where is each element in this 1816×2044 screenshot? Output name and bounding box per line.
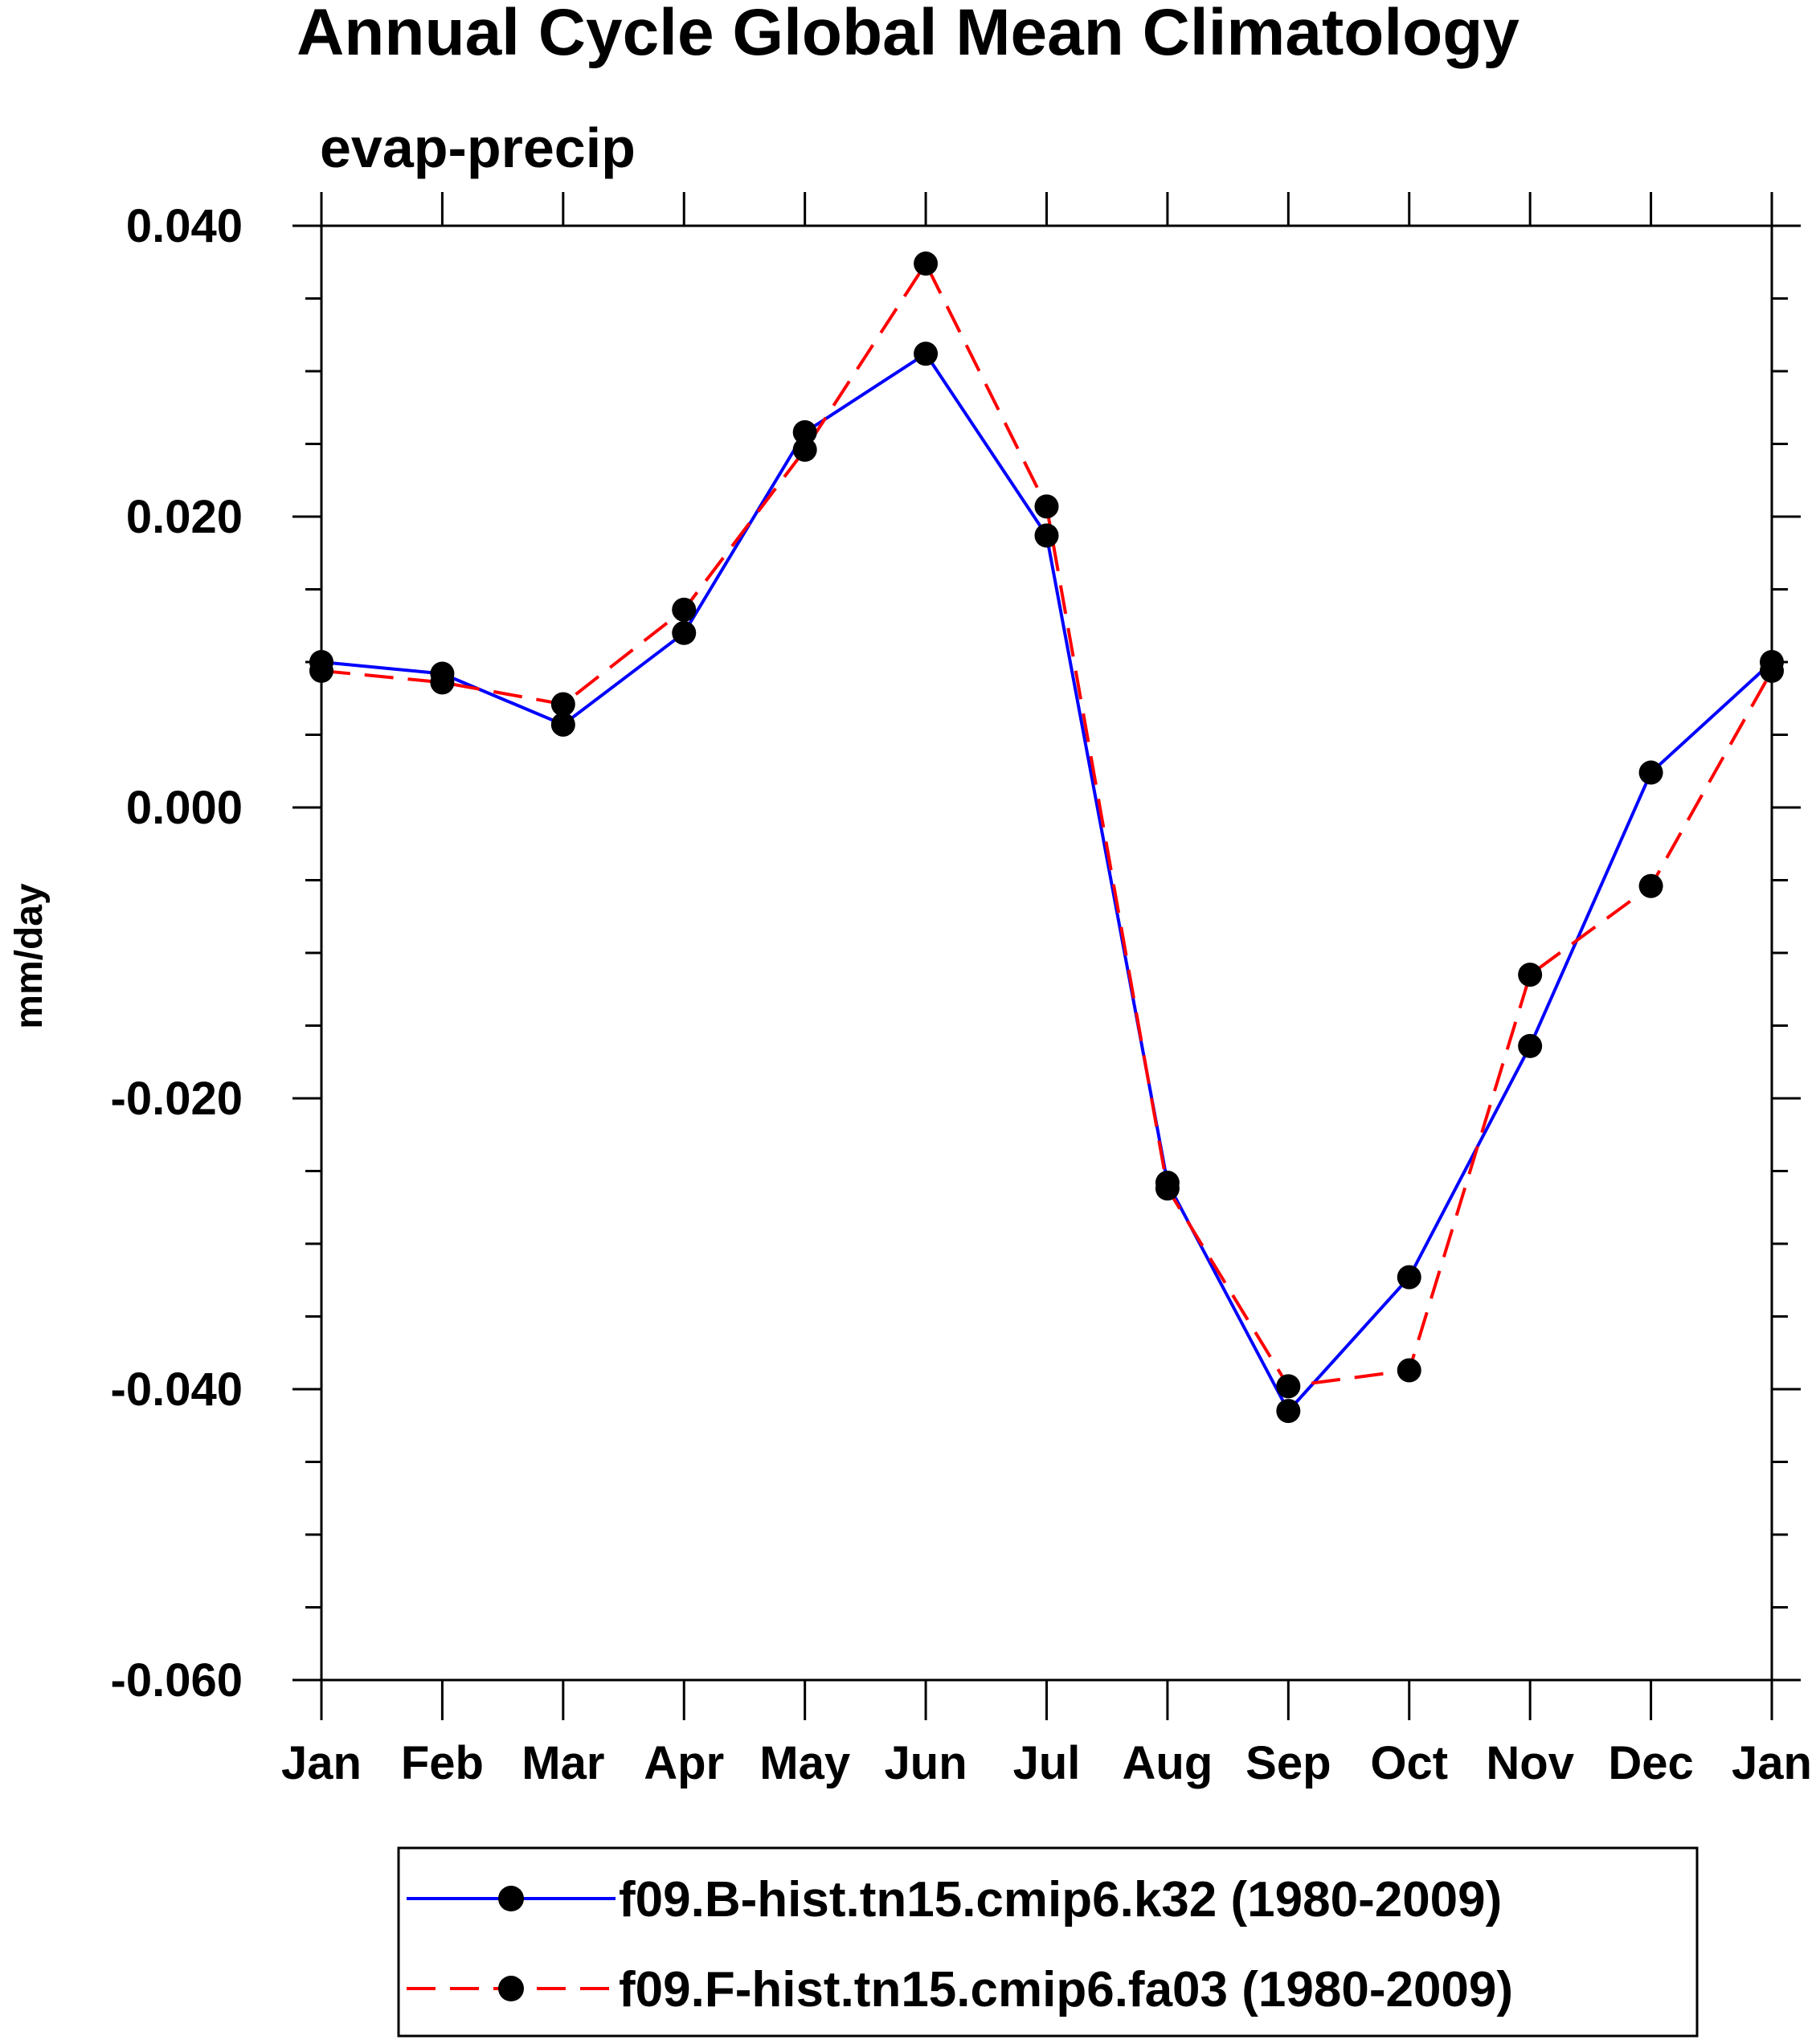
- data-point-series-1: [1518, 1033, 1543, 1058]
- y-tick-label: 0.020: [126, 491, 243, 543]
- data-point-series-2: [430, 670, 455, 695]
- data-point-series-2: [792, 437, 817, 462]
- x-tick-label: Aug: [1123, 1737, 1213, 1789]
- data-point-series-2: [1034, 494, 1059, 519]
- data-point-series-2: [1638, 873, 1663, 898]
- data-point-series-1: [1276, 1399, 1301, 1424]
- y-tick-label: 0.040: [126, 200, 243, 252]
- x-tick-label: May: [759, 1737, 850, 1789]
- legend-entry-1: f09.B-hist.tn15.cmip6.k32 (1980-2009): [407, 1872, 1502, 1927]
- data-point-series-1: [1638, 760, 1663, 785]
- y-tick-labels: 0.040 0.020 0.000 -0.020 -0.040 -0.060: [111, 200, 243, 1707]
- data-point-series-1: [672, 620, 697, 645]
- x-tick-label: Jan: [1732, 1737, 1812, 1789]
- x-tick-label: Mar: [521, 1737, 604, 1789]
- legend-label-2: f09.F-hist.tn15.cmip6.fa03 (1980-2009): [619, 1962, 1513, 2017]
- x-tick-label: Apr: [644, 1737, 724, 1789]
- data-point-series-1: [1034, 523, 1059, 548]
- data-point-series-2: [914, 251, 939, 276]
- data-point-series-2: [1397, 1358, 1421, 1383]
- data-point-series-1: [1397, 1265, 1421, 1290]
- legend-label-1: f09.B-hist.tn15.cmip6.k32 (1980-2009): [619, 1872, 1502, 1927]
- data-point-series-1: [914, 341, 939, 366]
- series-line-2: [321, 260, 1773, 1388]
- x-tick-label: Sep: [1245, 1737, 1331, 1789]
- x-tick-label: Jul: [1013, 1737, 1081, 1789]
- data-point-series-1: [550, 712, 575, 737]
- legend-entry-2: f09.F-hist.tn15.cmip6.fa03 (1980-2009): [407, 1962, 1513, 2017]
- series-layer: [309, 251, 1784, 1424]
- data-point-series-1: [792, 420, 817, 445]
- data-point-series-2: [672, 597, 697, 622]
- y-tick-label: -0.040: [111, 1363, 243, 1416]
- x-tick-label: Dec: [1608, 1737, 1693, 1789]
- legend-box: [397, 1846, 1699, 2038]
- y-tick-label: -0.020: [111, 1073, 243, 1125]
- y-tick-label: -0.060: [111, 1654, 243, 1707]
- data-point-series-2: [1155, 1176, 1180, 1201]
- y-tick-label: 0.000: [126, 782, 243, 834]
- plot-frame: [320, 224, 1773, 1682]
- chart-title: Annual Cycle Global Mean Climatology: [297, 0, 1519, 69]
- legend-marker-1: [498, 1886, 524, 1911]
- data-point-series-2: [550, 692, 575, 717]
- x-tick-labels: Jan Feb Mar Apr May Jun Jul Aug Sep Oct Nov Dec Jan: [281, 1737, 1812, 1789]
- x-tick-label: Feb: [401, 1737, 484, 1789]
- legend: f09.B-hist.tn15.cmip6.k32 (1980-2009) f0…: [397, 1846, 1699, 2038]
- data-point-series-2: [1276, 1374, 1301, 1399]
- x-tick-label: Oct: [1370, 1737, 1448, 1789]
- data-point-series-2: [1518, 963, 1543, 987]
- tick-marks: [292, 192, 1801, 1720]
- y-axis-label: mm/day: [8, 883, 51, 1029]
- chart-subtitle: evap-precip: [320, 117, 636, 179]
- x-tick-label: Jun: [885, 1737, 967, 1789]
- x-tick-label: Jan: [281, 1737, 362, 1789]
- x-tick-label: Nov: [1486, 1737, 1574, 1789]
- legend-marker-2: [498, 1976, 524, 2001]
